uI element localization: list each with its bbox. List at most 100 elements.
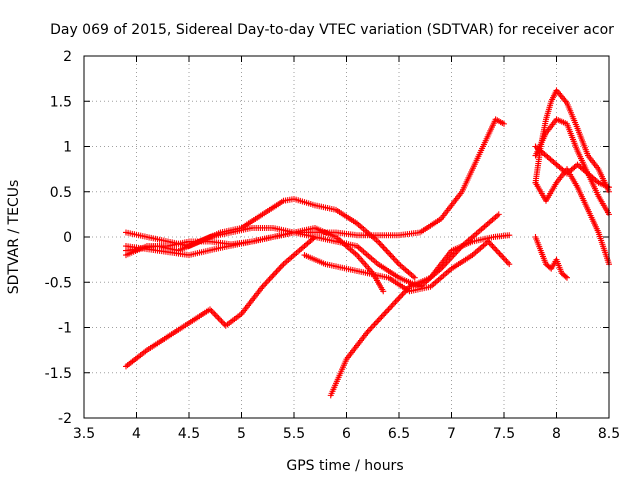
data-point [495, 249, 502, 256]
x-tick-label: 4.5 [178, 426, 200, 442]
y-axis-label: SDTVAR / TECUs [6, 180, 22, 295]
data-point [211, 310, 218, 317]
y-tick-label: 0 [63, 230, 72, 246]
data-point [214, 313, 221, 320]
x-tick-label: 4 [132, 426, 141, 442]
data-point [497, 252, 504, 259]
data-point [495, 211, 502, 218]
data-point [496, 250, 503, 257]
data-point [382, 309, 389, 316]
data-point [260, 282, 267, 289]
data-point [263, 279, 270, 286]
data-point [273, 268, 280, 275]
y-tick-label: -1 [58, 321, 72, 337]
data-point [265, 277, 272, 284]
series-track-4 [123, 234, 318, 370]
data-point [389, 301, 396, 308]
series-track-11 [532, 143, 612, 191]
data-point [372, 319, 379, 326]
data-point [212, 312, 219, 319]
data-point [378, 313, 385, 320]
data-point [379, 312, 386, 319]
y-tick-label: 1 [63, 140, 72, 156]
series-track-6 [301, 238, 513, 295]
chart-title: Day 069 of 2015, Sidereal Day-to-day VTE… [50, 22, 614, 38]
y-tick-label: -1.5 [45, 366, 72, 382]
data-point [377, 315, 384, 322]
data-point [272, 270, 279, 277]
data-points [123, 87, 612, 399]
series-track-5 [327, 232, 513, 399]
data-point [267, 274, 274, 281]
y-tick-label: 2 [63, 49, 72, 65]
y-tick-labels: -2 -1.5 -1 -0.5 0 0.5 1 1.5 2 [45, 49, 72, 427]
x-axis-label: GPS time / hours [286, 458, 403, 474]
data-point [367, 326, 374, 333]
data-point [270, 271, 277, 278]
data-point [395, 295, 402, 302]
data-point [392, 298, 399, 305]
data-point [277, 264, 284, 271]
y-tick-label: -2 [58, 411, 72, 427]
data-point [503, 258, 510, 265]
data-point [506, 232, 513, 239]
data-point [379, 243, 386, 250]
data-point [368, 324, 375, 331]
x-tick-label: 8.5 [598, 426, 620, 442]
data-point [262, 280, 269, 287]
data-point [391, 300, 398, 307]
data-point [394, 259, 401, 266]
series-track-7 [123, 224, 387, 295]
data-point [499, 253, 506, 260]
x-tick-label: 5 [237, 426, 246, 442]
data-point [380, 244, 387, 251]
plot-frame [83, 55, 610, 419]
data-point [377, 241, 384, 248]
data-point [217, 316, 224, 323]
x-tick-label: 3.5 [73, 426, 95, 442]
data-point [393, 258, 400, 265]
data-point [564, 274, 570, 281]
data-point [385, 306, 392, 313]
x-tick-label: 7 [447, 426, 456, 442]
x-tick-label: 6.5 [388, 426, 410, 442]
x-tick-label: 8 [552, 426, 561, 442]
data-point [399, 291, 406, 298]
data-point [398, 292, 405, 299]
data-point [562, 273, 569, 280]
data-point [218, 318, 225, 325]
data-point [269, 273, 276, 280]
data-point [387, 252, 394, 259]
data-point [312, 234, 318, 240]
data-point [506, 261, 513, 268]
data-point [500, 255, 507, 262]
data-point [274, 267, 281, 274]
y-tick-label: -0.5 [45, 275, 72, 291]
data-point [374, 318, 381, 325]
data-point [276, 265, 283, 272]
data-point [489, 243, 496, 250]
data-point [376, 240, 383, 247]
data-point [391, 256, 398, 263]
x-tick-label: 6 [342, 426, 351, 442]
data-point [208, 307, 215, 314]
data-point [381, 310, 388, 317]
data-point [383, 247, 390, 254]
data-point [215, 315, 222, 322]
data-point [382, 246, 388, 253]
data-point [384, 249, 391, 256]
data-point [502, 256, 509, 263]
grid-lines [84, 56, 609, 418]
data-point [380, 288, 387, 295]
data-point [365, 327, 372, 334]
y-tick-label: 0.5 [50, 185, 72, 201]
data-point [411, 274, 418, 281]
data-point [370, 322, 377, 329]
data-point [386, 250, 393, 257]
data-point [501, 120, 507, 127]
x-tick-label: 5.5 [283, 426, 305, 442]
data-point [279, 262, 286, 269]
data-point [375, 316, 382, 323]
data-point [388, 303, 395, 310]
